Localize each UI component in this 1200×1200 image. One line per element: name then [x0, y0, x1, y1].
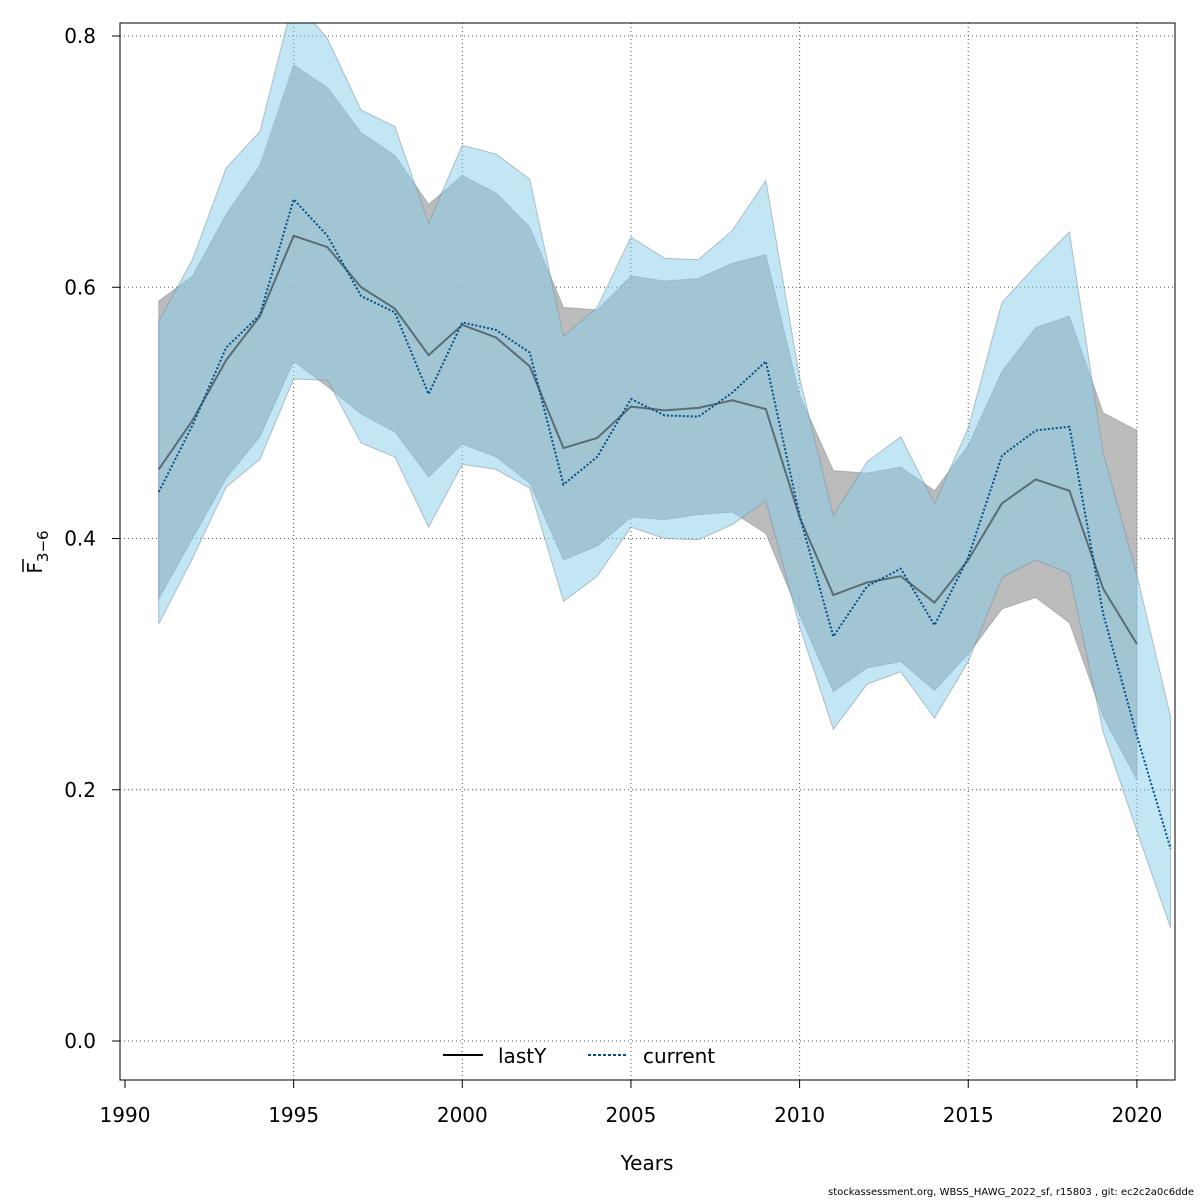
series-lines [157, 197, 1172, 850]
legend: lastY current [443, 1044, 715, 1068]
y-axis-title-sub: 3−6 [34, 530, 52, 562]
x-tick-label: 1990 [100, 1103, 151, 1127]
line-current [157, 197, 1172, 850]
x-tick-label: 2000 [437, 1103, 488, 1127]
legend-current-label: current [643, 1044, 715, 1068]
axes: 1990 1995 2000 2005 2010 2015 2020 0.0 0.2 0.4 0.6… [64, 24, 1162, 1127]
x-tick-label: 2020 [1111, 1103, 1162, 1127]
y-tick-label: 0.4 [64, 527, 96, 551]
x-tick-label: 2010 [774, 1103, 825, 1127]
svg-text:F3−6: F3−6 [23, 530, 52, 573]
y-tick-label: 0.0 [64, 1029, 96, 1053]
footer-credit: stockassessment.org, WBSS_HAWG_2022_sf, … [828, 1187, 1194, 1198]
x-tick-label: 2015 [943, 1103, 994, 1127]
y-axis-title: F3−6 [22, 530, 52, 574]
x-tick-label: 2005 [605, 1103, 656, 1127]
y-tick-label: 0.2 [64, 778, 96, 802]
x-tick-label: 1995 [268, 1103, 319, 1127]
y-tick-label: 0.6 [64, 275, 96, 299]
x-axis-title: Years [620, 1151, 674, 1175]
legend-lastY-label: lastY [498, 1044, 547, 1068]
confidence-bands [158, 23, 1172, 929]
y-tick-label: 0.8 [64, 24, 96, 48]
line-lastY [157, 234, 1138, 645]
band-current [158, 23, 1172, 929]
y-axis-title-main: F [23, 562, 47, 574]
